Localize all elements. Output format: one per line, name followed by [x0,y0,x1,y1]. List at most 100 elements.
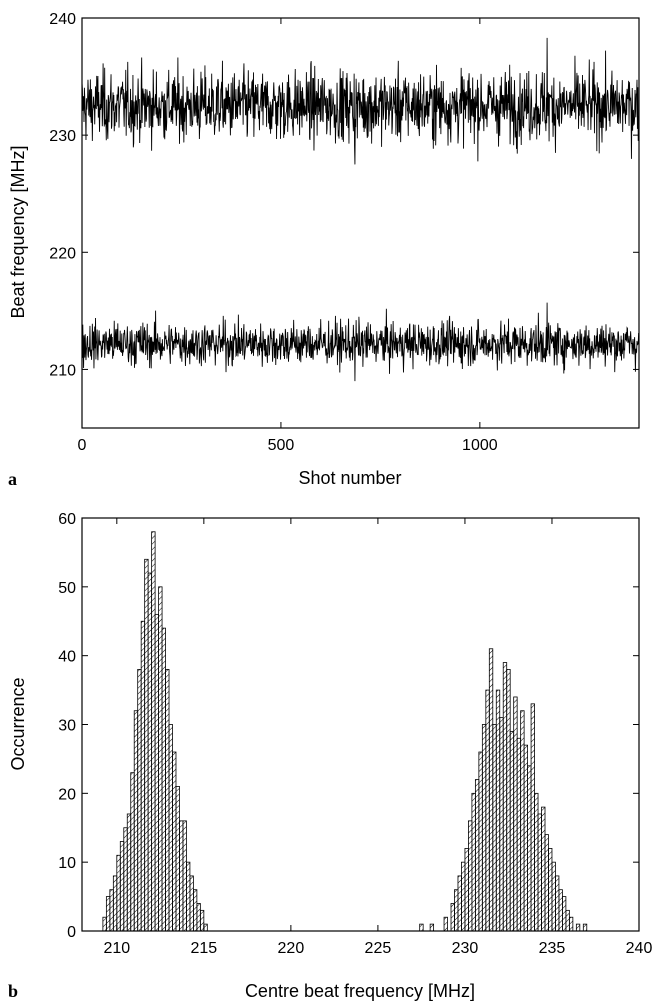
histogram-bar [568,916,574,932]
histogram-bar [179,820,184,932]
histogram-bar [161,627,166,932]
histogram-bar [137,669,142,932]
histogram-bar [534,792,539,932]
panel-b: 210 215 220 225 230 235 240 0 10 20 30 40 50 60 Cent… [8,511,652,1001]
histogram-bar [582,923,588,932]
histogram-bar [485,689,490,932]
histogram-bar [488,648,494,932]
panel-b-y-axis-label: Occurrence [8,677,28,770]
histogram-bar [548,848,553,932]
panel-a-series [81,37,640,382]
panel-a-y-axis-label: Beat frequency [MHz] [8,145,28,318]
histogram-bar [123,827,128,932]
histogram-bar [555,875,560,932]
panel-b-x-tick-label: 220 [278,940,305,957]
histogram-bar [192,889,198,932]
panel-a-x-tick-label: 0 [78,437,87,454]
histogram-bar [130,772,135,932]
panel-a: 0 500 1000 210 220 230 240 Shot number Beat f… [8,11,640,489]
panel-a-y-tick-label: 240 [49,11,76,28]
histogram-bar [474,779,480,932]
histogram-bar [502,662,508,932]
panel-a-y-tick-label: 230 [49,128,76,145]
histogram-bar [562,896,567,932]
histogram-bar [419,923,424,932]
panel-a-x-tick-label: 1000 [462,437,498,454]
panel-b-x-ticks: 210 215 220 225 230 235 240 [103,518,652,957]
panel-b-y-tick-label: 60 [58,511,76,528]
histogram-bar [168,724,173,932]
histogram-bar [499,717,504,932]
histogram-bar [151,531,156,932]
histogram-bar [182,820,187,932]
histogram-bar [530,703,535,932]
histogram-bar [471,792,476,932]
histogram-bar [454,889,459,932]
panel-a-x-tick-label: 500 [268,437,295,454]
histogram-bar [109,889,114,932]
histogram-bar [158,586,163,932]
panel-a-y-tick-label: 220 [49,245,76,262]
panel-a-label: a [8,469,17,489]
panel-b-x-tick-label: 210 [103,940,130,957]
histogram-bar [119,841,125,932]
panel-b-y-tick-label: 20 [58,786,76,803]
histogram-bar [175,786,180,932]
histogram-bar [443,916,448,932]
panel-a-y-ticks: 210 220 230 240 [49,11,639,379]
histogram-bar [189,875,194,932]
histogram-bar [199,909,205,932]
panel-a-x-axis-label: Shot number [298,468,401,488]
histogram-bar [461,861,466,932]
histogram-bar [558,889,563,932]
histogram-bar [544,834,549,932]
histogram-bar [523,744,528,932]
histogram-bar [481,724,487,932]
panel-a-frame [81,17,640,429]
panel-b-x-tick-label: 225 [365,940,392,957]
histogram-bar [468,820,473,932]
histogram-bar [478,751,483,932]
histogram-bar [112,875,118,932]
histogram-bar [140,620,146,932]
histogram-bar [133,710,139,932]
panel-b-label: b [8,981,18,1001]
histogram-bar [495,689,501,932]
panel-b-x-tick-label: 240 [626,940,653,957]
panel-a-x-ticks: 0 500 1000 [78,18,498,454]
panel-b-y-tick-label: 10 [58,855,76,872]
panel-b-x-axis-label: Centre beat frequency [MHz] [245,981,475,1001]
histogram-bar [520,710,525,932]
panel-a-y-tick-label: 210 [49,362,76,379]
panel-a-series-line-2 [81,302,640,382]
histogram-bar [154,613,159,932]
histogram-bar [203,923,208,932]
histogram-bar [551,861,556,932]
panel-b-y-tick-label: 30 [58,718,76,735]
histogram-bar [429,923,435,932]
histogram-bar [102,916,107,932]
histogram-bar [126,813,132,932]
histogram-bar [506,669,511,932]
histogram-bar [513,696,518,932]
histogram-bar [537,813,542,932]
panel-b-y-tick-label: 0 [67,924,76,941]
panel-b-x-tick-label: 215 [190,940,217,957]
histogram-bar [196,903,201,932]
histogram-bar [186,861,191,932]
histogram-bar [147,572,153,932]
histogram-bar [516,737,522,932]
panel-a-series-line-1 [81,37,640,165]
histogram-bar [541,806,546,932]
histogram-bar [105,896,111,932]
histogram-bar [492,724,497,932]
histogram-bar [172,751,177,932]
histogram-bar [509,730,515,932]
histogram-bar [144,558,149,932]
histogram-bar [165,669,170,932]
panel-b-y-tick-label: 40 [58,649,76,666]
histogram-bar [116,854,121,932]
histogram-bar [527,765,532,932]
histogram-bar [565,909,570,932]
histogram-bar [464,848,469,932]
